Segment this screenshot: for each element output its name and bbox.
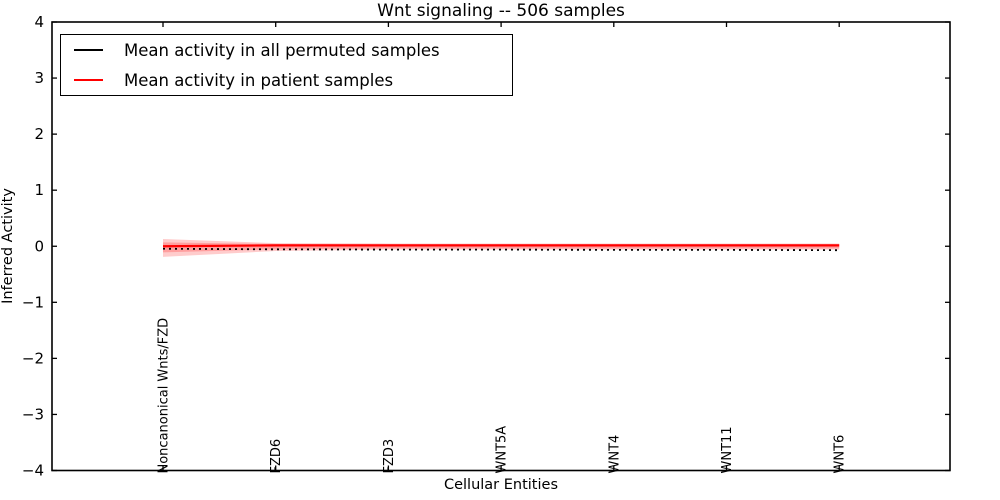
y-tick-label: 0 [34, 237, 44, 255]
series-line-patient [162, 244, 840, 248]
x-tick-label: Noncanonical Wnts/FZD [157, 318, 172, 474]
legend-box: Mean activity in all permuted samples Me… [60, 34, 513, 96]
y-tick-label: −4 [22, 462, 44, 480]
x-tick-label: WNT6 [833, 435, 848, 474]
x-tick-label: WNT4 [607, 435, 622, 474]
legend-label-permuted: Mean activity in all permuted samples [124, 40, 440, 60]
x-tick-label: FZD6 [269, 439, 284, 474]
patient-line-sample [74, 79, 103, 81]
legend-item-permuted: Mean activity in all permuted samples [61, 38, 512, 62]
y-tick-label: −1 [22, 293, 44, 311]
patient-samples-outer-band [163, 238, 840, 257]
y-tick-label: 3 [34, 69, 44, 87]
x-tick-label: WNT11 [720, 426, 735, 473]
x-tick-label: FZD3 [382, 439, 397, 474]
legend-label-patient: Mean activity in patient samples [124, 70, 394, 90]
x-axis-label: Cellular Entities [443, 477, 559, 493]
legend-item-patient: Mean activity in patient samples [61, 68, 512, 92]
permuted-line-sample [74, 49, 103, 51]
y-tick-label: −2 [22, 349, 44, 367]
y-tick-label: 4 [34, 13, 44, 31]
y-tick-label: −3 [22, 405, 44, 423]
y-tick-label: 2 [34, 125, 44, 143]
chart-title: Wnt signaling -- 506 samples [377, 1, 625, 21]
x-tick-label: WNT5A [495, 426, 510, 474]
y-tick-label: 1 [34, 181, 44, 199]
